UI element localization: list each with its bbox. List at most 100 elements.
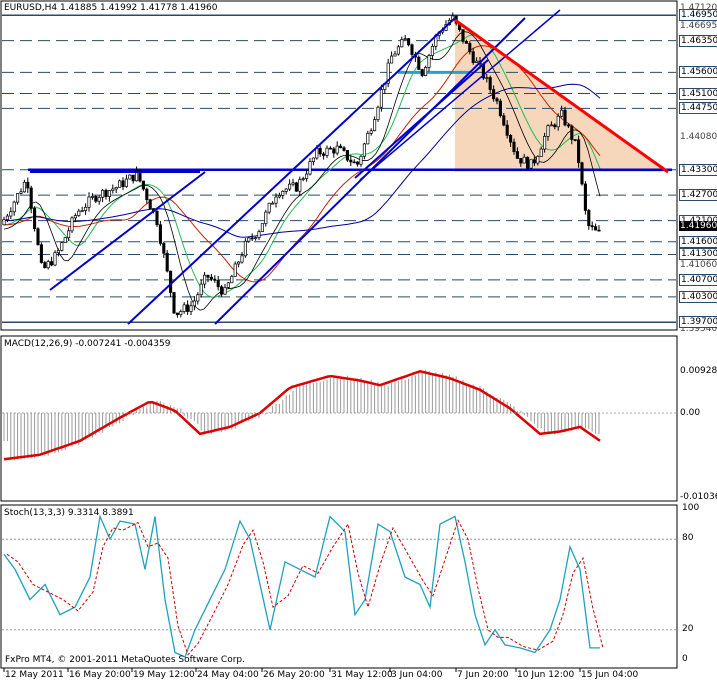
candle-body <box>70 217 74 232</box>
level-price-label: 1.45100 <box>679 87 717 100</box>
candle-body <box>597 229 601 232</box>
candle-body <box>461 29 465 42</box>
candle-body <box>39 244 43 263</box>
level-price-label: 1.41300 <box>679 248 717 261</box>
candle-body <box>274 196 278 204</box>
level-price-label: 1.40300 <box>679 290 717 303</box>
candle-body <box>94 196 98 202</box>
candle-body <box>233 263 237 277</box>
macd-tick-label: -0.01036 <box>680 492 717 502</box>
candle-body <box>53 252 57 266</box>
candle-body <box>145 188 149 201</box>
candle-body <box>267 202 271 213</box>
channel-line <box>49 171 206 291</box>
candle-body <box>107 190 111 197</box>
candle-body <box>308 161 312 175</box>
stoch-header: Stoch(13,3,3) 9.3314 8.3891 <box>4 508 134 518</box>
candle-body <box>403 38 407 40</box>
candle-body <box>118 180 122 188</box>
candle-body <box>260 223 264 233</box>
candle-body <box>512 141 516 152</box>
candle-body <box>257 231 261 238</box>
candle-body <box>543 136 547 150</box>
candle-body <box>519 158 523 164</box>
candle-body <box>5 215 9 220</box>
level-price-label: 1.44750 <box>679 102 717 115</box>
candle-body <box>186 304 190 312</box>
candle-body <box>417 56 421 70</box>
candle-body <box>138 170 142 182</box>
candle-body <box>9 211 13 217</box>
candle-body <box>373 119 377 132</box>
candle-body <box>97 196 101 202</box>
candle-body <box>529 159 533 169</box>
candle-body <box>50 261 54 266</box>
candle-body <box>124 178 128 187</box>
macd-signal-line <box>3 370 601 461</box>
candle-body <box>155 211 159 226</box>
candle-body <box>366 132 370 145</box>
candle-body <box>342 147 346 151</box>
candle-body <box>84 206 88 211</box>
candle-body <box>345 150 349 161</box>
candle-body <box>488 77 492 90</box>
candle-body <box>141 180 145 190</box>
candle-body <box>485 77 489 79</box>
candle-body <box>328 147 332 150</box>
candle-body <box>288 183 292 190</box>
candle-body <box>131 174 135 182</box>
candle-body <box>67 230 71 238</box>
time-tick-label: 12 May 2011 <box>5 670 64 680</box>
candle-body <box>556 115 560 128</box>
candle-body <box>294 182 298 192</box>
candle-body <box>223 287 227 295</box>
candle-body <box>305 173 309 179</box>
stoch-tick-label: 0 <box>682 654 688 664</box>
candle-body <box>349 159 353 163</box>
candle-body <box>560 109 564 117</box>
candle-body <box>29 187 33 209</box>
level-price-label: 1.41600 <box>679 235 717 248</box>
time-tick-label: 19 May 12:00 <box>133 670 195 680</box>
candle-body <box>135 170 139 182</box>
level-price-label: 1.43300 <box>679 163 717 176</box>
candle-body <box>111 188 115 191</box>
time-tick-label: 3 Jun 04:00 <box>391 670 443 680</box>
ma-black-line <box>3 31 601 311</box>
channel-line <box>354 59 489 179</box>
candle-body <box>43 262 47 269</box>
candle-body <box>498 100 502 117</box>
candle-body <box>291 182 295 185</box>
candle-body <box>430 46 434 56</box>
candle-body <box>563 109 567 126</box>
candle-body <box>376 106 380 120</box>
level-price-label: 1.40700 <box>679 273 717 286</box>
candle-body <box>264 211 268 225</box>
candle-body <box>539 148 543 157</box>
candle-body <box>536 156 540 164</box>
stoch-signal-line <box>6 519 604 656</box>
candle-body <box>325 147 329 156</box>
candle-body <box>33 207 37 230</box>
candle-body <box>315 147 319 159</box>
level-price-label: 1.45600 <box>679 66 717 79</box>
macd-pane[interactable] <box>0 335 678 502</box>
candle-body <box>16 193 20 203</box>
candle-body <box>56 250 60 254</box>
stoch-pane[interactable] <box>0 504 678 669</box>
candle-body <box>87 196 91 208</box>
candle-body <box>80 210 84 212</box>
macd-header: MACD(12,26,9) -0.007241 -0.004359 <box>4 339 171 349</box>
candle-body <box>237 261 241 265</box>
candle-body <box>63 237 67 244</box>
candle-body <box>515 151 519 159</box>
candle-body <box>311 157 315 162</box>
price-tick-label: 1.47120 <box>680 3 717 13</box>
candle-body <box>26 181 30 189</box>
stoch-main-line <box>3 514 600 658</box>
price-tick-label: 1.46695 <box>680 20 717 31</box>
candle-body <box>505 124 509 136</box>
candle-body <box>352 161 356 164</box>
candle-body <box>240 255 244 263</box>
